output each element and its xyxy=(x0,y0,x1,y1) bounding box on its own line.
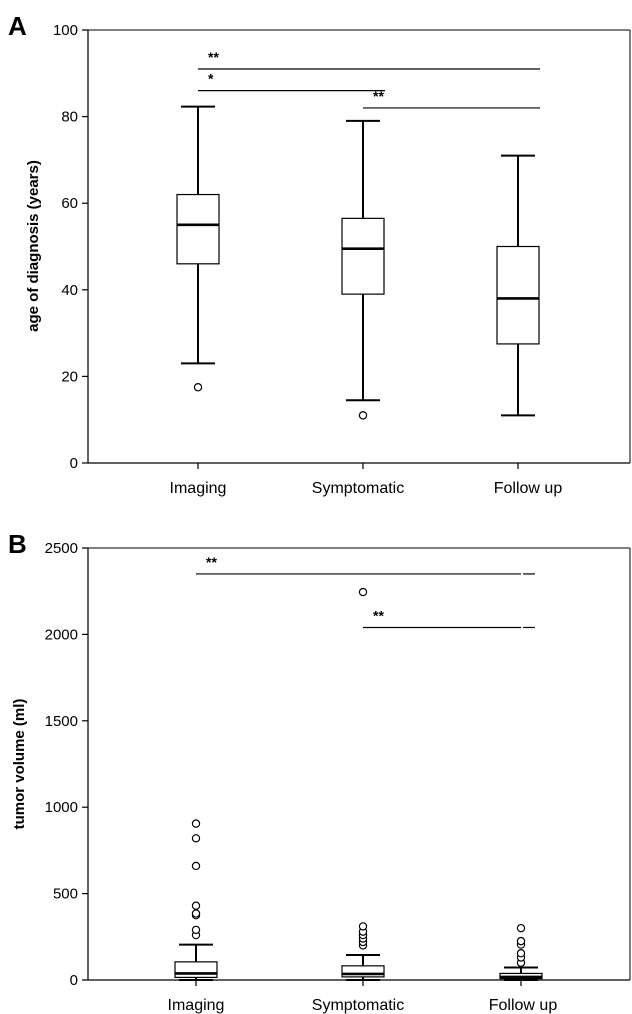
outlier-point xyxy=(191,834,201,843)
significance-label: ** xyxy=(373,88,384,104)
iqr-box xyxy=(174,961,218,979)
panel-a-significance-bar: ** xyxy=(363,88,540,109)
panel-a-significance-bar: * xyxy=(198,71,385,92)
panel-b-y-tick-label: 500 xyxy=(53,886,78,903)
panel-b-category-label: Imaging xyxy=(168,997,225,1014)
iqr-box xyxy=(341,217,385,295)
outlier-point xyxy=(191,901,201,910)
outlier-point xyxy=(516,936,526,946)
panel-b-category-label: Symptomatic xyxy=(312,997,404,1014)
panel-a-y-tick-label: 20 xyxy=(61,368,78,385)
panel-a-significance-bar: ** xyxy=(198,49,540,70)
panel-b-y-tick-label: 1500 xyxy=(45,713,78,730)
panel-a-y-tick-label: 80 xyxy=(61,109,78,126)
panel-a-category-label: Symptomatic xyxy=(312,480,404,497)
panel-b-significance-bar: ** xyxy=(196,554,535,575)
significance-label: ** xyxy=(208,49,219,65)
panel-a-y-tick-label: 60 xyxy=(61,195,78,212)
outlier-point xyxy=(516,923,526,933)
significance-label: * xyxy=(208,71,214,87)
panel-a-y-tick-label: 100 xyxy=(53,22,78,39)
panel-b-box-follow-up xyxy=(499,923,543,981)
outlier-point xyxy=(191,861,201,871)
panel-b-y-tick-label: 2500 xyxy=(45,540,78,557)
panel-a-category-label: Imaging xyxy=(170,480,227,497)
panel-b-y-tick-label: 1000 xyxy=(45,799,78,816)
outlier-point xyxy=(191,819,201,828)
panel-b-y-tick-label: 0 xyxy=(70,972,78,989)
outlier-point xyxy=(193,383,203,392)
outlier-point xyxy=(191,909,201,918)
panel-a-box-imaging xyxy=(176,105,220,392)
panel-a-box-symptomatic xyxy=(341,119,385,420)
panel-a-letter: A xyxy=(8,11,27,41)
outlier-point xyxy=(191,925,201,935)
panel-b-box-symptomatic xyxy=(341,587,385,981)
outlier-point xyxy=(516,949,526,958)
panel-b-y-tick-label: 2000 xyxy=(45,626,78,643)
panel-a: A age of diagnosis (years) 0 20 40 60 80 100 I… xyxy=(8,11,631,497)
panel-a-box-follow-up xyxy=(496,154,540,417)
panel-b: B tumor volume (ml) 0 500 1000 1500 2000 2500… xyxy=(8,529,631,1014)
panel-a-category-label: Follow up xyxy=(494,480,563,497)
panel-b-significance-bar: ** xyxy=(363,607,535,629)
significance-label: ** xyxy=(373,607,384,623)
iqr-box xyxy=(341,965,385,978)
panel-a-y-tick-label: 0 xyxy=(70,455,78,472)
panel-b-letter: B xyxy=(8,529,27,559)
outlier-point xyxy=(358,587,368,597)
panel-b-y-axis-label: tumor volume (ml) xyxy=(11,699,28,830)
panel-a-y-tick-label: 40 xyxy=(61,282,78,299)
outlier-point xyxy=(358,922,368,931)
panel-b-box-imaging xyxy=(174,819,218,981)
panel-a-y-axis-label: age of diagnosis (years) xyxy=(25,160,42,332)
outlier-point xyxy=(358,411,368,420)
significance-label: ** xyxy=(206,554,217,570)
iqr-box xyxy=(176,193,220,265)
iqr-box xyxy=(496,245,540,345)
panel-b-category-label: Follow up xyxy=(489,997,558,1014)
